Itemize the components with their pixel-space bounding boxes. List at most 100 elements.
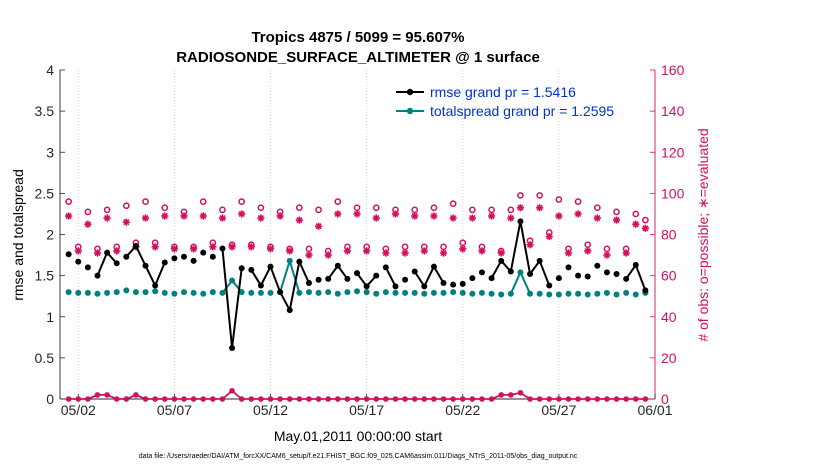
spread-point xyxy=(354,288,361,295)
rmse-point xyxy=(603,269,610,276)
obs-evaluated-point xyxy=(632,220,640,228)
y-tick-label-right: 140 xyxy=(661,103,685,119)
rmse-point xyxy=(421,283,428,290)
plot-background xyxy=(60,70,655,399)
spread-line-segment xyxy=(288,260,301,294)
rmse-line-segment xyxy=(269,266,282,293)
obs-evaluated-point xyxy=(401,249,409,257)
rmse-line-segment xyxy=(96,252,109,277)
y-tick-label-left: 4 xyxy=(46,62,54,78)
obs-evaluated-point xyxy=(612,216,621,224)
obs-difference-point xyxy=(334,396,341,402)
legend-spread-marker xyxy=(406,107,414,115)
spread-point xyxy=(603,289,610,296)
rmse-point xyxy=(373,272,380,279)
obs-possible-point xyxy=(219,206,226,214)
obs-difference-point xyxy=(200,396,207,402)
rmse-point xyxy=(277,289,284,296)
spread-point xyxy=(488,290,495,297)
rmse-point xyxy=(190,257,197,264)
obs-difference-point xyxy=(161,396,168,402)
obs-possible-point xyxy=(449,200,457,208)
spread-point xyxy=(623,289,630,296)
obs-possible-point xyxy=(632,210,640,218)
obs-difference-point xyxy=(392,396,399,402)
rmse-point xyxy=(296,258,303,265)
obs-evaluated-point xyxy=(113,247,121,255)
rmse-point xyxy=(517,218,524,225)
y-tick-label-left: 2 xyxy=(46,227,54,243)
rmse-line-segment xyxy=(423,266,435,287)
y-tick-label-left: 3.5 xyxy=(35,103,55,119)
obs-evaluated-point xyxy=(497,249,505,257)
obs-evaluated-point xyxy=(536,204,544,212)
y-tick-label-right: 40 xyxy=(661,309,677,325)
obs-evaluated-point xyxy=(286,247,294,255)
spread-point xyxy=(84,289,91,296)
rmse-point xyxy=(200,249,207,256)
obs-difference-point xyxy=(594,396,601,402)
obs-difference-point xyxy=(584,396,591,402)
legend-spread-label: totalspread grand pr = 1.2595 xyxy=(430,103,614,119)
obs-difference-point xyxy=(85,396,91,402)
spread-point xyxy=(200,290,207,297)
chart-title-line1: Tropics 4875 / 5099 = 95.607% xyxy=(251,29,464,46)
obs-difference-point xyxy=(315,396,322,402)
rmse-line-segment xyxy=(260,266,272,286)
obs-possible-point xyxy=(507,206,515,214)
obs-evaluated-point xyxy=(372,214,380,222)
obs-evaluated-point xyxy=(103,214,111,222)
obs-evaluated-point xyxy=(593,214,601,222)
rmse-point xyxy=(402,276,409,283)
obs-evaluated-point xyxy=(334,210,342,218)
obs-evaluated-point xyxy=(574,210,582,218)
obs-difference-point xyxy=(565,396,572,402)
spread-point xyxy=(478,289,485,296)
x-tick-label: 05/02 xyxy=(61,402,96,418)
obs-possible-point xyxy=(555,196,563,203)
obs-possible-point xyxy=(372,204,380,212)
obs-difference-point xyxy=(325,396,331,402)
spread-point xyxy=(229,277,236,284)
rmse-line-segment xyxy=(288,261,301,311)
spread-point xyxy=(594,290,601,297)
rmse-point xyxy=(142,262,149,269)
obs-difference-point xyxy=(286,396,293,402)
spread-point xyxy=(315,289,322,296)
spread-point xyxy=(180,289,187,296)
rmse-line-segment xyxy=(154,262,166,286)
rmse-point xyxy=(180,253,187,260)
obs-difference-point xyxy=(248,396,255,402)
spread-point xyxy=(536,290,543,297)
obs-difference-point xyxy=(431,396,437,402)
obs-difference-point xyxy=(94,392,101,398)
obs-evaluated-point xyxy=(641,224,649,232)
rmse-point xyxy=(354,270,361,277)
spread-point xyxy=(65,289,72,296)
obs-difference-point xyxy=(527,396,533,402)
obs-evaluated-point xyxy=(122,218,130,226)
x-tick-label: 05/12 xyxy=(253,402,288,418)
rmse-point xyxy=(527,270,534,277)
rmse-point xyxy=(171,255,178,262)
obs-evaluated-point xyxy=(353,210,361,218)
obs-possible-point xyxy=(84,208,92,216)
spread-point xyxy=(94,290,101,297)
obs-evaluated-point xyxy=(449,214,457,222)
legend-rmse-label: rmse grand pr = 1.5416 xyxy=(430,84,576,100)
rmse-point xyxy=(84,264,91,271)
obs-evaluated-point xyxy=(180,212,188,220)
obs-difference-point xyxy=(238,396,245,402)
spread-point xyxy=(305,289,312,296)
obs-evaluated-point xyxy=(459,245,467,253)
obs-evaluated-point xyxy=(266,245,275,253)
obs-difference-point xyxy=(459,396,466,402)
y-tick-label-right: 20 xyxy=(661,350,677,366)
obs-evaluated-point xyxy=(564,249,573,257)
rmse-point xyxy=(65,251,72,258)
obs-evaluated-point xyxy=(478,247,486,255)
obs-evaluated-point xyxy=(343,247,352,255)
obs-difference-point xyxy=(469,396,476,402)
obs-difference-point xyxy=(383,396,389,402)
rmse-point xyxy=(94,272,101,279)
